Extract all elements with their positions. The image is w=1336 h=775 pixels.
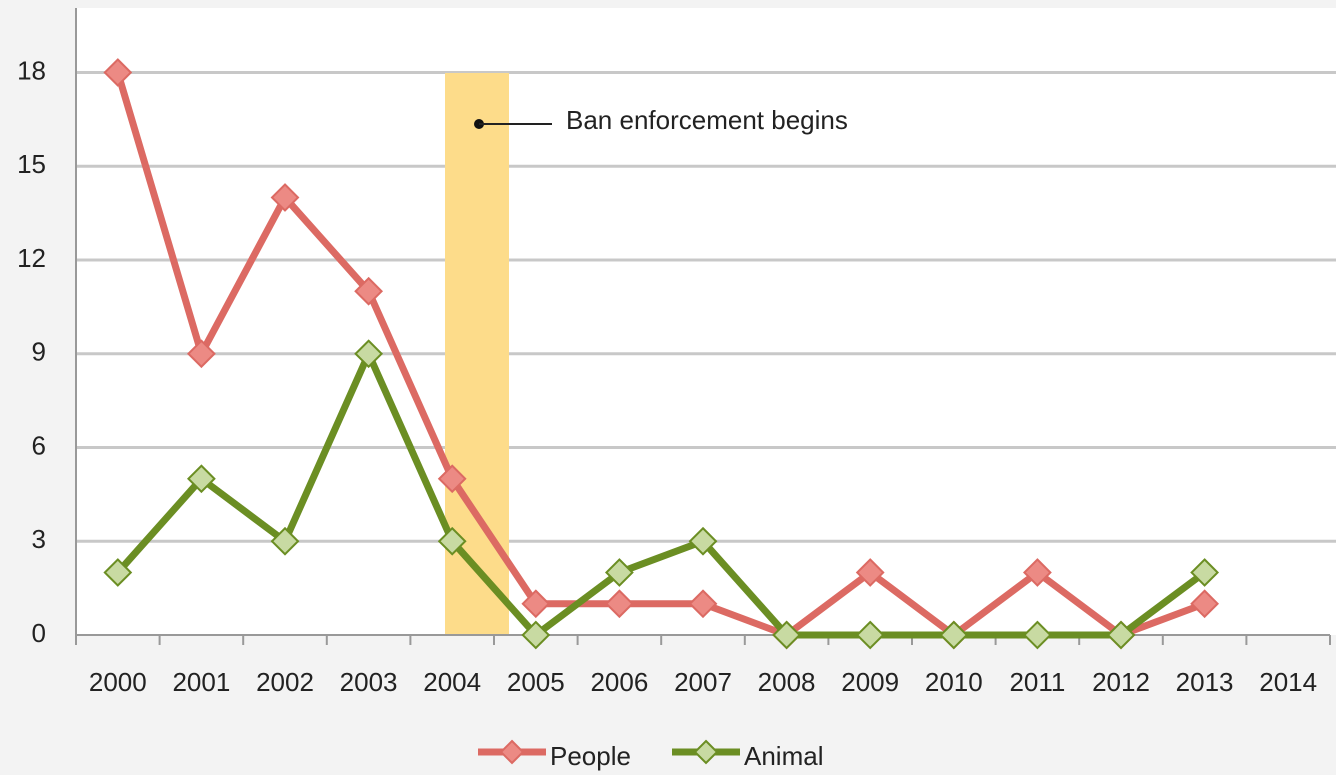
marker bbox=[437, 464, 467, 494]
marker bbox=[1190, 558, 1220, 587]
x-tick-label: 2002 bbox=[256, 667, 314, 697]
x-tick-label: 2014 bbox=[1259, 667, 1317, 697]
marker bbox=[270, 183, 300, 212]
marker bbox=[354, 276, 384, 306]
marker bbox=[1190, 589, 1220, 619]
marker bbox=[1022, 558, 1052, 587]
marker bbox=[1022, 620, 1052, 650]
marker bbox=[772, 620, 802, 650]
marker bbox=[688, 526, 718, 556]
marker bbox=[855, 558, 885, 587]
marker bbox=[688, 589, 718, 619]
marker bbox=[1106, 620, 1136, 650]
marker bbox=[939, 620, 969, 650]
y-tick-label: 3 bbox=[32, 524, 46, 554]
y-tick-label: 9 bbox=[32, 337, 46, 367]
x-tick-label: 2005 bbox=[507, 667, 565, 697]
legend-label: People bbox=[550, 741, 631, 771]
x-tick-label: 2012 bbox=[1092, 667, 1150, 697]
x-tick-label: 2009 bbox=[841, 667, 899, 697]
series-line bbox=[114, 71, 1206, 639]
x-tick-label: 2008 bbox=[758, 667, 816, 697]
legend-label: Animal bbox=[744, 741, 823, 771]
marker bbox=[437, 526, 467, 556]
x-tick-label: 2000 bbox=[89, 667, 147, 697]
marker bbox=[604, 558, 634, 587]
legend-marker bbox=[693, 739, 719, 765]
y-tick-label: 15 bbox=[17, 149, 46, 179]
x-tick-label: 2003 bbox=[340, 667, 398, 697]
legend-marker bbox=[499, 739, 525, 765]
x-tick-label: 2004 bbox=[423, 667, 481, 697]
y-tick-label: 12 bbox=[17, 243, 46, 273]
marker bbox=[354, 339, 384, 369]
marker bbox=[604, 589, 634, 619]
y-tick-label: 0 bbox=[32, 618, 46, 648]
marker bbox=[103, 58, 133, 87]
marker bbox=[186, 464, 216, 494]
x-tick-label: 2013 bbox=[1176, 667, 1234, 697]
x-tick-label: 2001 bbox=[172, 667, 230, 697]
y-tick-label: 18 bbox=[17, 55, 46, 85]
y-tick-label: 6 bbox=[32, 430, 46, 460]
x-tick-label: 2006 bbox=[590, 667, 648, 697]
x-tick-label: 2007 bbox=[674, 667, 732, 697]
x-tick-label: 2010 bbox=[925, 667, 983, 697]
marker bbox=[186, 339, 216, 369]
annotation: Ban enforcement begins bbox=[566, 105, 848, 135]
x-tick-label: 2011 bbox=[1009, 667, 1065, 697]
marker bbox=[521, 589, 551, 619]
marker bbox=[521, 620, 551, 650]
marker bbox=[270, 526, 300, 556]
marker bbox=[103, 558, 133, 587]
marker bbox=[855, 620, 885, 650]
